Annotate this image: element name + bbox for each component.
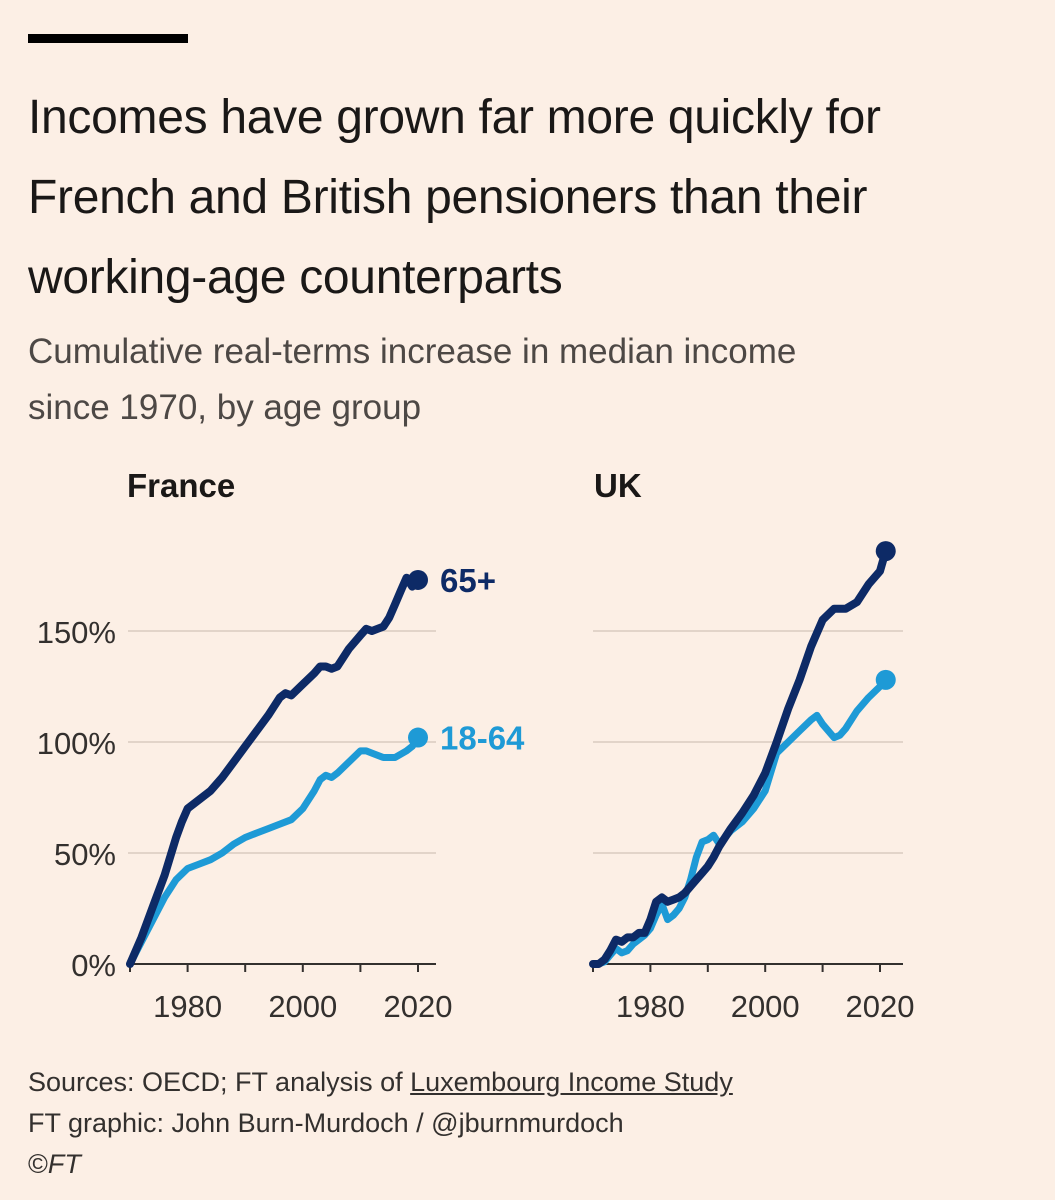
x-tick-label-uk-2020: 2020: [846, 989, 915, 1024]
copyright-name: FT: [47, 1149, 81, 1179]
series-line-uk-65plus: [589, 547, 890, 968]
series-line-france-18-64: [126, 734, 422, 968]
end-point-uk-65plus: [875, 541, 896, 562]
x-tick-label-uk-1980: 1980: [616, 989, 685, 1024]
subtitle-line-1: Cumulative real-terms increase in median…: [28, 332, 797, 371]
x-tick-label-france-2000: 2000: [268, 989, 337, 1024]
panel-title-uk: UK: [594, 467, 642, 504]
y-tick-label-france-150: 150%: [37, 615, 116, 650]
sources-text: Sources: OECD; FT analysis of: [28, 1067, 411, 1097]
end-point-france-65plus: [408, 569, 428, 590]
title-line-1: Incomes have grown far more quickly for: [28, 91, 881, 144]
footer: Sources: OECD; FT analysis of Luxembourg…: [28, 1062, 1028, 1185]
y-tick-label-france-100: 100%: [37, 726, 116, 761]
series-line-uk-18-64: [589, 676, 890, 968]
series-label-france-65plus: 65+: [440, 562, 496, 599]
title-line-3: working-age counterparts: [28, 251, 563, 304]
series-label-france-18-64: 18-64: [440, 720, 525, 757]
y-tick-label-france-50: 50%: [54, 837, 116, 872]
income-growth-charts: France 0% 50% 100% 150% 1980 2000 2020 65+ 18-64 U…: [37, 467, 915, 1024]
x-tick-label-france-1980: 1980: [153, 989, 222, 1024]
subtitle-line-2: since 1970, by age group: [28, 388, 422, 427]
end-point-uk-18-64: [875, 669, 896, 690]
y-tick-label-france-0: 0%: [71, 948, 116, 983]
x-tick-label-france-2020: 2020: [384, 989, 453, 1024]
chart-title: Incomes have grown far more quickly for …: [28, 78, 1038, 318]
series-line-france-65plus: [126, 573, 422, 968]
copyright: ©FT: [28, 1144, 1028, 1185]
sources-line: Sources: OECD; FT analysis of Luxembourg…: [28, 1062, 1028, 1103]
top-rule: [28, 34, 188, 43]
title-line-2: French and British pensioners than their: [28, 171, 868, 224]
panel-title-france: France: [127, 467, 235, 504]
luxembourg-income-study-link[interactable]: Luxembourg Income Study: [410, 1067, 733, 1097]
chart-subtitle: Cumulative real-terms increase in median…: [28, 324, 1028, 436]
x-tick-label-uk-2000: 2000: [731, 989, 800, 1024]
end-point-france-18-64: [408, 727, 428, 748]
copyright-symbol: ©: [28, 1149, 48, 1179]
graphic-credit: FT graphic: John Burn-Murdoch / @jburnmu…: [28, 1108, 624, 1138]
